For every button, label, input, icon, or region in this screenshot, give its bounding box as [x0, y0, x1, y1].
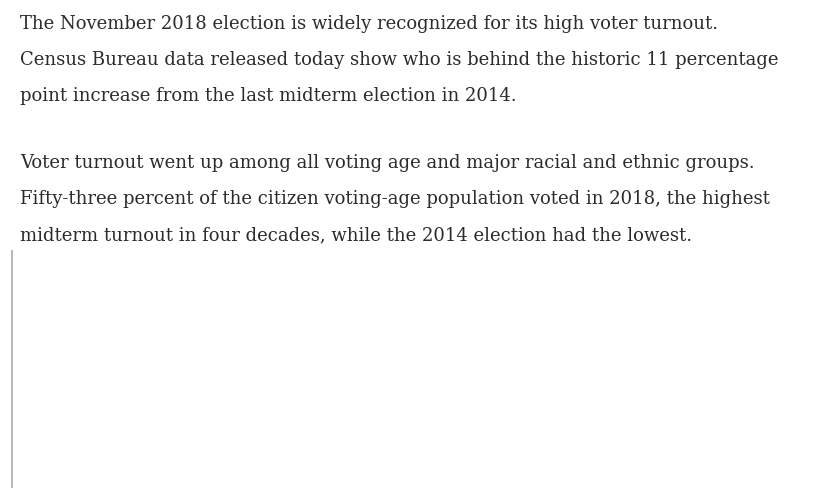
Text: percentage point increase for any age group – a 79 percent: percentage point increase for any age gr… — [69, 391, 747, 410]
Text: Among 18- to 29-year-olds, voter turnout went from 20: Among 18- to 29-year-olds, voter turnout… — [69, 296, 699, 315]
Text: Census Bureau data released today show who is behind the historic 11 percentage: Census Bureau data released today show w… — [20, 51, 779, 69]
Text: The November 2018 election is widely recognized for its high voter turnout.: The November 2018 election is widely rec… — [20, 15, 719, 33]
Text: Fifty-three percent of the citizen voting-age population voted in 2018, the high: Fifty-three percent of the citizen votin… — [20, 189, 770, 207]
Text: jump.: jump. — [69, 438, 134, 457]
Text: Voter turnout went up among all voting age and major racial and ethnic groups.: Voter turnout went up among all voting a… — [20, 153, 755, 171]
Text: percent in 2014 to 36 percent in 2018, the largest: percent in 2014 to 36 percent in 2018, t… — [69, 343, 641, 362]
Text: point increase from the last midterm election in 2014.: point increase from the last midterm ele… — [20, 87, 517, 105]
Text: midterm turnout in four decades, while the 2014 election had the lowest.: midterm turnout in four decades, while t… — [20, 225, 693, 243]
